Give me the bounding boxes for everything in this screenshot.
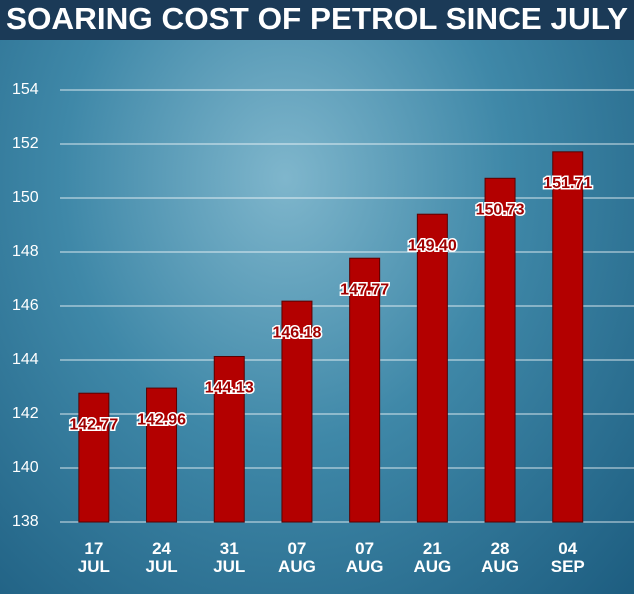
y-tick-label: 144 xyxy=(12,351,39,368)
bar xyxy=(281,300,313,523)
value-label: 150.73 xyxy=(476,202,525,219)
bar xyxy=(213,355,245,523)
x-tick-label: 21 AUG xyxy=(413,539,452,576)
x-tick-label: 31 JUL xyxy=(213,539,246,576)
bar xyxy=(146,387,178,523)
value-label: 142.77 xyxy=(69,416,118,433)
bar xyxy=(349,257,381,523)
y-tick-label: 154 xyxy=(12,81,39,98)
y-tick-label: 140 xyxy=(12,459,39,476)
x-tick-label: 07 AUG xyxy=(345,539,384,576)
y-tick-label: 152 xyxy=(12,135,39,152)
y-tick-label: 138 xyxy=(12,513,39,530)
value-label: 147.77 xyxy=(340,281,389,298)
bar xyxy=(484,177,516,523)
value-label: 142.96 xyxy=(137,411,186,428)
chart-title: SOARING COST OF PETROL SINCE JULY xyxy=(6,1,628,36)
value-label: 151.71 xyxy=(543,175,592,192)
value-label: 149.40 xyxy=(408,237,457,254)
y-tick-label: 146 xyxy=(12,297,39,314)
bar xyxy=(78,392,110,523)
y-tick-label: 150 xyxy=(12,189,39,206)
value-label: 144.13 xyxy=(205,380,254,397)
bar xyxy=(416,213,448,523)
title-bar xyxy=(0,0,634,40)
x-tick-label: 07 AUG xyxy=(278,539,316,576)
x-tick-label: 28 AUG xyxy=(481,539,519,576)
y-tick-label: 148 xyxy=(12,243,39,260)
x-tick-label: 17 JUL xyxy=(77,539,110,576)
x-tick-label: 04 SEP xyxy=(550,539,585,576)
bar xyxy=(552,151,584,523)
y-tick-label: 142 xyxy=(12,405,39,422)
x-tick-label: 24 JUL xyxy=(145,539,178,576)
value-label: 146.18 xyxy=(272,324,321,341)
